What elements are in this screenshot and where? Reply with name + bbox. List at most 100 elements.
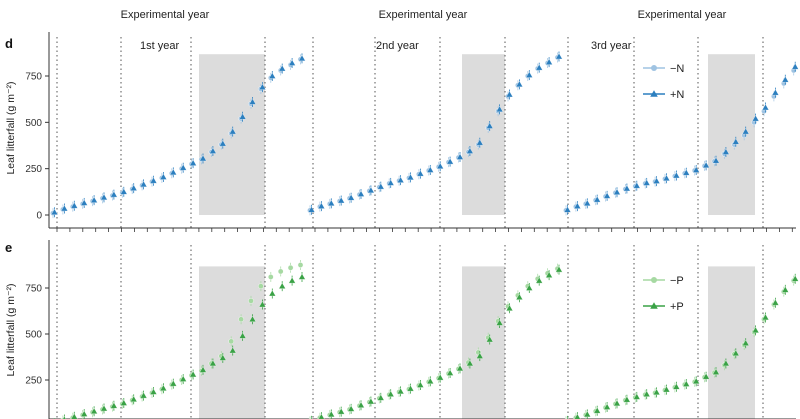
point-e-control	[287, 264, 294, 271]
point-d-treatment	[120, 188, 128, 195]
point-e-treatment	[298, 273, 306, 280]
point-e-treatment	[110, 402, 118, 409]
legend-marker-circle	[651, 277, 657, 283]
point-e-treatment	[62, 415, 67, 419]
point-d-treatment	[60, 204, 68, 212]
point-e-treatment	[603, 403, 611, 410]
point-e-control	[267, 274, 274, 280]
point-e-treatment	[515, 293, 523, 300]
x-axis-label-2: Experimental year	[379, 9, 468, 21]
point-d-treatment	[476, 139, 484, 146]
point-d-treatment	[258, 83, 266, 90]
point-d-treatment	[248, 98, 257, 105]
point-d-treatment	[317, 202, 325, 209]
point-e-treatment	[781, 286, 789, 293]
point-e-treatment	[623, 396, 631, 403]
point-d-treatment	[278, 64, 286, 72]
point-d-treatment	[209, 147, 217, 154]
point-d-treatment	[347, 194, 355, 201]
point-e-treatment	[545, 271, 553, 278]
point-e-treatment	[505, 304, 514, 311]
point-d-treatment	[367, 186, 375, 193]
y-axis-label-d: Leaf litterfall (g m⁻²)	[5, 81, 17, 174]
point-d-treatment	[496, 105, 504, 112]
point-d-treatment	[199, 154, 207, 162]
point-d-treatment	[712, 157, 720, 164]
point-e-treatment	[466, 359, 474, 367]
point-e-treatment	[672, 383, 680, 390]
point-d-treatment	[130, 184, 138, 191]
point-d-treatment	[90, 196, 98, 203]
point-d-treatment	[80, 199, 88, 206]
point-d-treatment	[692, 166, 700, 173]
year-label-3: 3rd year	[591, 40, 632, 52]
point-d-treatment	[357, 190, 365, 197]
point-d-treatment	[742, 127, 750, 135]
point-e-treatment	[722, 359, 730, 367]
point-d-treatment	[643, 179, 651, 186]
point-d-treatment	[573, 202, 581, 209]
point-e-treatment	[159, 384, 167, 391]
point-e-treatment	[387, 390, 395, 397]
point-e-treatment	[496, 319, 504, 326]
point-d-treatment	[623, 184, 631, 192]
panel-label-d: d	[5, 36, 13, 51]
panel-e-plot: 250 500 750 −P +P	[25, 240, 799, 419]
legend-label-0: −P	[670, 275, 684, 287]
point-e-treatment	[702, 373, 710, 380]
point-e-treatment	[199, 366, 207, 373]
point-e-treatment	[397, 387, 405, 395]
y-tick-label-750: 750	[25, 72, 42, 83]
point-d-treatment	[140, 180, 148, 188]
point-d-treatment	[149, 177, 158, 184]
point-d-treatment	[505, 90, 514, 98]
point-d-treatment	[110, 191, 118, 198]
point-e-treatment	[593, 407, 601, 414]
point-e-treatment	[209, 359, 217, 367]
point-d-treatment	[456, 153, 464, 160]
point-e-treatment	[791, 275, 799, 282]
y-tick-label-0: 0	[36, 211, 42, 222]
point-e-treatment	[456, 364, 464, 372]
point-d-treatment	[525, 71, 533, 78]
point-d-treatment	[761, 103, 770, 111]
point-e-treatment	[179, 375, 187, 382]
point-d-treatment	[50, 208, 59, 215]
legend-label-1: +N	[670, 89, 684, 101]
point-e-treatment	[574, 413, 581, 419]
point-d-treatment	[189, 159, 197, 166]
shaded-period-3	[708, 266, 755, 419]
point-e-treatment	[288, 277, 296, 284]
point-d-treatment	[239, 113, 247, 120]
point-e-treatment	[643, 390, 651, 397]
point-e-treatment	[613, 399, 621, 406]
point-e-treatment	[219, 354, 227, 361]
point-e-treatment	[149, 388, 158, 395]
point-e-treatment	[120, 399, 128, 406]
point-e-treatment	[357, 401, 365, 408]
point-e-treatment	[486, 335, 494, 343]
point-d-treatment	[771, 89, 779, 96]
point-e-treatment	[130, 395, 138, 402]
point-e-treatment	[446, 369, 454, 376]
legend-label-0: −N	[670, 63, 684, 75]
panel-d-plot: 0 250 500 750 1st year 2nd year 3rd year −N +N	[25, 32, 799, 232]
point-d-treatment	[446, 158, 454, 165]
point-d-treatment	[653, 177, 661, 184]
point-e-treatment	[90, 407, 98, 414]
point-d-treatment	[752, 115, 760, 122]
point-e-control	[258, 283, 264, 289]
point-d-treatment	[416, 170, 424, 177]
point-e-treatment	[535, 277, 543, 284]
point-d-treatment	[406, 173, 415, 181]
point-e-treatment	[555, 265, 563, 273]
point-d-treatment	[633, 182, 641, 189]
y-tick-label-250: 250	[25, 376, 42, 387]
y-tick-label-250: 250	[25, 164, 42, 175]
legend-marker-triangle	[650, 302, 658, 309]
legend-label-1: +P	[670, 301, 684, 313]
point-d-treatment	[593, 196, 601, 203]
shaded-period-2	[462, 54, 505, 216]
point-e-treatment	[367, 397, 375, 405]
